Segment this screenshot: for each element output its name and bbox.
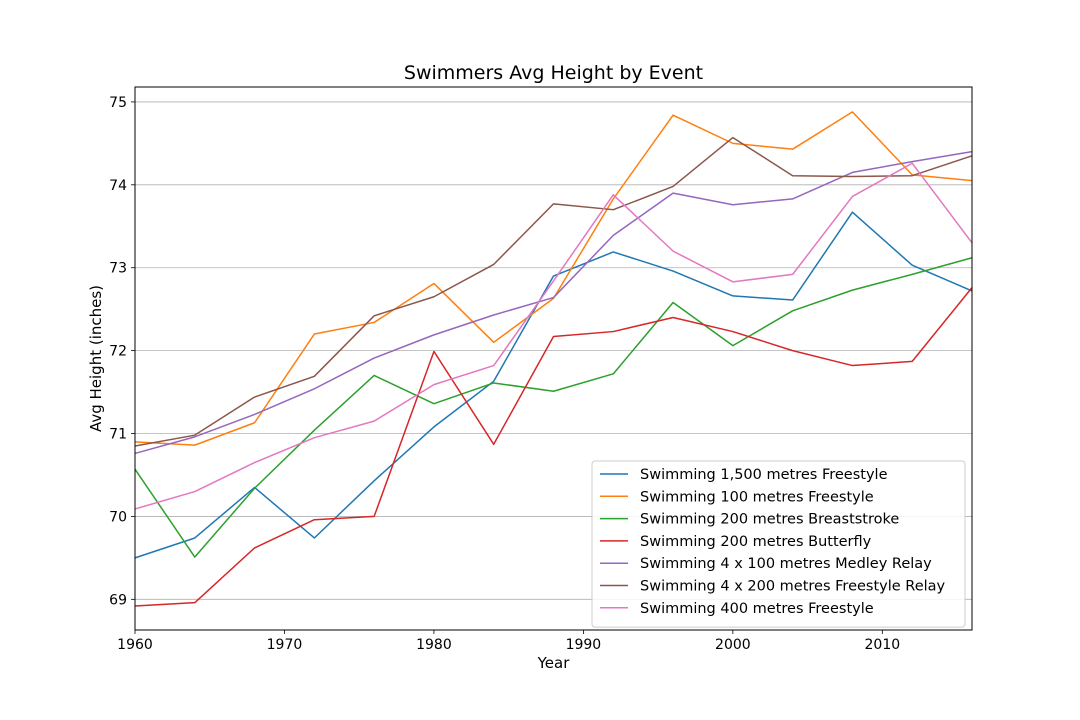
y-axis-label: Avg Height (inches)	[87, 285, 105, 432]
series-line-3	[134, 257, 973, 558]
legend-label: Swimming 400 metres Freestyle	[640, 601, 874, 617]
y-tick-label: 72	[109, 344, 127, 360]
x-tick-label: 1970	[267, 637, 303, 653]
x-tick-label: 1990	[566, 637, 602, 653]
series-line-6	[134, 136, 973, 447]
legend-label: Swimming 4 x 200 metres Freestyle Relay	[640, 579, 946, 595]
grid-lines	[135, 101, 972, 600]
series-line-2	[134, 111, 973, 446]
x-tick-label: 1960	[117, 637, 153, 653]
legend: Swimming 1,500 metres Freestyle Swimming …	[591, 460, 966, 628]
legend-label: Swimming 4 x 100 metres Medley Relay	[640, 556, 932, 572]
x-tick-label: 2010	[865, 637, 901, 653]
x-tick-label: 2000	[715, 637, 751, 653]
legend-label: Swimming 100 metres Freestyle	[640, 489, 874, 505]
x-axis-label: Year	[537, 654, 571, 672]
series-line-7	[134, 162, 973, 510]
plot-frame	[134, 86, 973, 631]
y-tick-label: 75	[109, 95, 127, 111]
legend-box	[591, 460, 966, 628]
y-tick-label: 74	[109, 178, 127, 194]
y-axis: 69 70 71 72 73 74 75	[109, 95, 135, 608]
series-line-5	[134, 150, 973, 455]
y-tick-label: 69	[109, 592, 127, 608]
x-tick-label: 1980	[416, 637, 452, 653]
series-line-4	[134, 287, 973, 607]
x-axis: 1960 1970 1980 1990 2000 2010	[117, 630, 900, 653]
series-line-1	[134, 211, 973, 559]
legend-label: Swimming 200 metres Butterfly	[640, 534, 872, 550]
y-tick-label: 71	[109, 427, 127, 443]
y-tick-label: 70	[109, 509, 127, 525]
legend-label: Swimming 1,500 metres Freestyle	[640, 467, 888, 483]
legend-label: Swimming 200 metres Breaststroke	[640, 512, 899, 528]
chart-title: Swimmers Avg Height by Event	[404, 62, 703, 84]
series-lines	[134, 111, 973, 607]
y-tick-label: 73	[109, 261, 127, 277]
